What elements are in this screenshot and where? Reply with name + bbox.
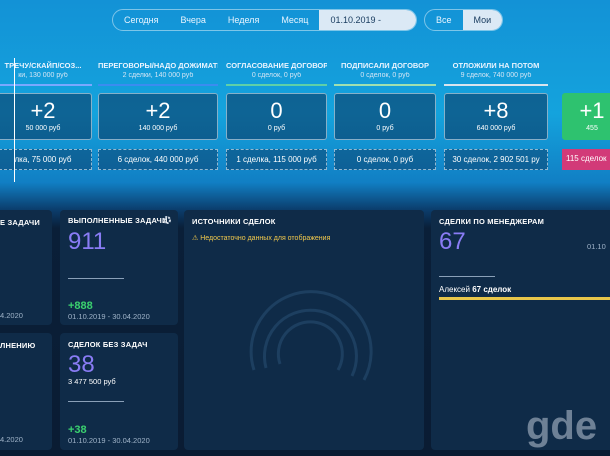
widget-date: 4.2020 <box>0 311 23 320</box>
stage-card[interactable]: +2 140 000 руб <box>98 93 218 140</box>
stage-underline <box>444 84 548 86</box>
widget-amount: 3 477 500 руб <box>68 377 116 386</box>
stage-card[interactable]: 0 0 руб <box>226 93 327 140</box>
stage-summary: 2 сделки, 140 000 руб <box>122 72 194 79</box>
stage-underline <box>98 84 218 86</box>
widget-title: ИСТОЧНИКИ СДЕЛОК <box>192 217 276 226</box>
stage-amount: 0 руб <box>267 125 286 132</box>
widget-date: 01.10 <box>587 242 606 251</box>
stage-amount: 455 <box>586 125 598 132</box>
stage-count: +1 <box>579 98 605 123</box>
divider <box>439 276 495 277</box>
widget[interactable]: СДЕЛКИ ПО МЕНЕДЖЕРАМ 67 01.10 Алексей 67… <box>431 210 610 450</box>
widget-title: ЛНЕНИЮ <box>0 341 36 350</box>
widget-delta: +38 <box>68 424 87 436</box>
widget-delta: +888 <box>68 300 93 312</box>
widget-date: 01.10.2019 - 30.04.2020 <box>68 436 150 445</box>
stage-count: 0 <box>270 98 283 123</box>
widget-date: 4.2020 <box>0 435 23 444</box>
stage-card[interactable]: +1 455 <box>562 93 610 140</box>
widget-title: ВЫПОЛНЕННЫЕ ЗАДАЧИ <box>68 216 168 225</box>
watermark: gde <box>526 404 598 448</box>
period-filter: Сегодня Вчера Неделя Месяц 01.10.2019 - … <box>112 9 417 31</box>
widget-title: СДЕЛКИ ПО МЕНЕДЖЕРАМ <box>439 217 545 226</box>
stage-total: 0 сделок, 0 руб <box>334 149 436 170</box>
widget-value: 38 <box>68 351 95 378</box>
stage-total: 115 сделок <box>562 149 610 170</box>
stage-summary: ки, 130 000 руб <box>18 72 68 79</box>
stage-count: +2 <box>30 98 56 123</box>
period-button[interactable]: Сегодня <box>124 15 159 25</box>
widget-value: 911 <box>68 228 107 255</box>
stage-count: 0 <box>378 98 392 123</box>
stage-title: ОТЛОЖИЛИ НА ПОТОМ <box>452 61 540 70</box>
widget-title: Е ЗАДАЧИ <box>0 218 40 227</box>
stage-total: 6 сделок, 440 000 руб <box>98 149 218 170</box>
stage-summary: 0 сделок, 0 руб <box>360 72 410 79</box>
owner-button[interactable]: Все <box>436 15 452 25</box>
stage-amount: 640 000 руб <box>476 125 516 132</box>
widget[interactable]: Е ЗАДАЧИ 4.2020 <box>0 210 52 325</box>
settings-icon[interactable] <box>162 215 172 225</box>
stage-title: ТРЕЧУ/СКАЙП/СОЗ... <box>4 61 82 70</box>
widget-title: СДЕЛОК БЕЗ ЗАДАЧ <box>68 340 148 349</box>
stage-total: 1 сделка, 115 000 руб <box>226 149 327 170</box>
stage-count: +2 <box>145 98 171 123</box>
stage-total: 30 сделок, 2 902 501 ру <box>444 149 548 170</box>
stage-amount: 50 000 руб <box>25 125 61 132</box>
widget[interactable]: ЛНЕНИЮ 4.2020 <box>0 333 52 450</box>
drag-cursor <box>14 58 15 182</box>
stage-total: лка, 75 000 руб <box>0 149 92 170</box>
widget-value: 67 <box>439 228 466 255</box>
period-button[interactable]: 01.10.2019 - 30.04.2020 <box>319 10 416 30</box>
stage-card[interactable]: +8 640 000 руб <box>444 93 548 140</box>
stage-underline <box>226 84 327 86</box>
manager-bar <box>439 297 610 300</box>
divider <box>68 401 124 402</box>
manager-row: Алексей 67 сделок <box>439 285 511 294</box>
period-button[interactable]: Неделя <box>227 15 260 25</box>
manager-name: Алексей <box>439 285 470 294</box>
stage-title: ПОДПИСАЛИ ДОГОВОР <box>341 61 429 70</box>
stage-summary: 0 сделок, 0 руб <box>251 72 302 79</box>
widget[interactable]: ИСТОЧНИКИ СДЕЛОК ⚠ Недостаточно данных д… <box>184 210 424 450</box>
warning: ⚠ Недостаточно данных для отображения <box>192 235 331 242</box>
widget-date: 01.10.2019 - 30.04.2020 <box>68 312 150 321</box>
divider <box>68 278 124 279</box>
stage-underline <box>334 84 436 86</box>
manager-deals: 67 сделок <box>472 285 512 294</box>
widget[interactable]: СДЕЛОК БЕЗ ЗАДАЧ 38 3 477 500 руб +38 01… <box>60 333 178 450</box>
warning-text: Недостаточно данных для отображения <box>200 235 331 242</box>
loader-graphic <box>249 290 373 381</box>
widget[interactable]: ВЫПОЛНЕННЫЕ ЗАДАЧИ 911 +888 01.10.2019 -… <box>60 210 178 325</box>
stage-title: СОГЛАСОВАНИЕ ДОГОВОРА <box>226 61 327 70</box>
stage-count: +8 <box>483 98 509 123</box>
stage-summary: 9 сделок, 740 000 руб <box>460 72 532 79</box>
stage-title: ПЕРЕГОВОРЫ/НАДО ДОЖИМАТЬ <box>98 61 218 70</box>
stage-amount: 0 руб <box>376 125 394 132</box>
owner-filter: Все Мои <box>424 9 504 31</box>
stage-card[interactable]: +2 50 000 руб <box>0 93 92 140</box>
stage-card[interactable]: 0 0 руб <box>334 93 436 140</box>
stage-underline <box>0 84 92 86</box>
period-button[interactable]: Месяц <box>281 15 309 25</box>
owner-button[interactable]: Мои <box>462 10 503 30</box>
stage-amount: 140 000 руб <box>138 125 178 132</box>
period-button[interactable]: Вчера <box>180 15 206 25</box>
